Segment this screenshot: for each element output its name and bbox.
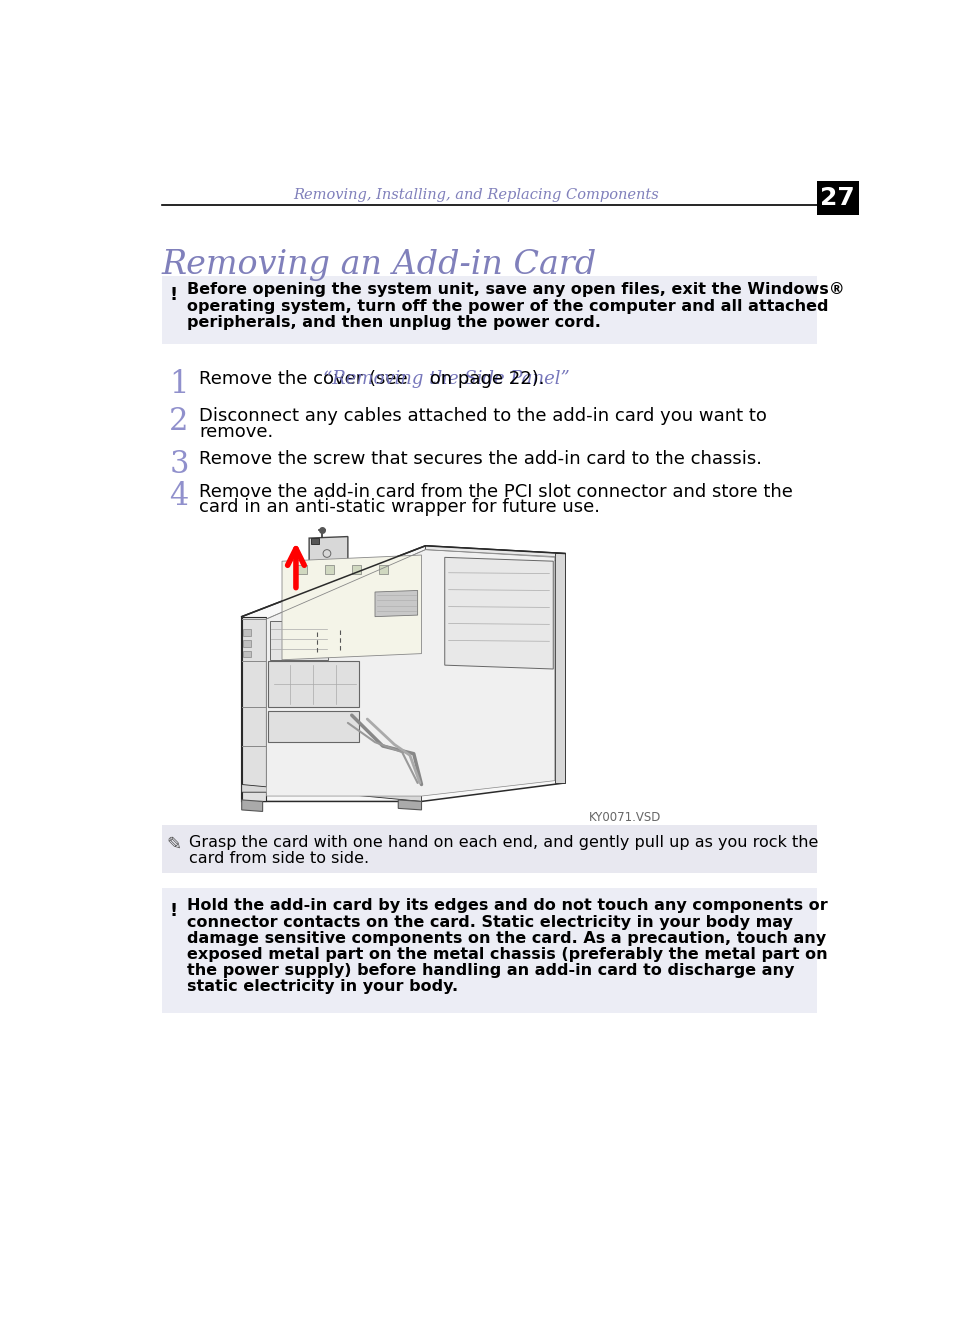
Text: ✎: ✎ <box>167 836 182 854</box>
Text: Disconnect any cables attached to the add-in card you want to: Disconnect any cables attached to the ad… <box>199 407 766 425</box>
Text: “Removing the Side Panel”: “Removing the Side Panel” <box>322 370 569 389</box>
Text: !: ! <box>170 902 177 919</box>
Text: 1: 1 <box>169 369 189 399</box>
Polygon shape <box>324 565 334 575</box>
Text: static electricity in your body.: static electricity in your body. <box>187 980 458 994</box>
Text: peripherals, and then unplug the power cord.: peripherals, and then unplug the power c… <box>187 315 600 330</box>
Text: exposed metal part on the metal chassis (preferably the metal part on: exposed metal part on the metal chassis … <box>187 947 827 962</box>
Text: Removing an Add-in Card: Removing an Add-in Card <box>162 249 597 281</box>
Text: damage sensitive components on the card. As a precaution, touch any: damage sensitive components on the card.… <box>187 931 825 946</box>
Polygon shape <box>444 557 553 669</box>
Text: 3: 3 <box>169 449 189 480</box>
FancyBboxPatch shape <box>816 181 858 214</box>
Polygon shape <box>378 565 388 575</box>
Text: connector contacts on the card. Static electricity in your body may: connector contacts on the card. Static e… <box>187 915 793 930</box>
Polygon shape <box>270 622 328 659</box>
Polygon shape <box>268 662 359 708</box>
Polygon shape <box>266 549 555 796</box>
Text: 2: 2 <box>169 406 189 437</box>
FancyBboxPatch shape <box>162 276 816 344</box>
Polygon shape <box>241 616 266 801</box>
Polygon shape <box>241 545 564 801</box>
FancyBboxPatch shape <box>162 824 816 874</box>
Polygon shape <box>555 553 564 783</box>
Text: Hold the add-in card by its edges and do not touch any components or: Hold the add-in card by its edges and do… <box>187 898 827 914</box>
Text: Before opening the system unit, save any open files, exit the Windows®: Before opening the system unit, save any… <box>187 283 844 297</box>
Text: KY0071.VSD: KY0071.VSD <box>589 812 661 824</box>
Text: 4: 4 <box>169 481 189 512</box>
Text: on page 22).: on page 22). <box>423 370 544 389</box>
Text: operating system, turn off the power of the computer and all attached: operating system, turn off the power of … <box>187 299 828 314</box>
Text: 27: 27 <box>820 186 854 210</box>
Text: Remove the screw that secures the add-in card to the chassis.: Remove the screw that secures the add-in… <box>199 450 761 468</box>
Polygon shape <box>311 539 319 544</box>
Polygon shape <box>309 624 348 636</box>
Text: remove.: remove. <box>199 422 274 441</box>
Polygon shape <box>297 565 307 575</box>
Polygon shape <box>243 639 251 647</box>
Polygon shape <box>241 784 421 801</box>
Text: Removing, Installing, and Replacing Components: Removing, Installing, and Replacing Comp… <box>293 188 658 202</box>
Polygon shape <box>282 555 421 659</box>
Polygon shape <box>352 565 360 575</box>
FancyBboxPatch shape <box>162 888 816 1013</box>
Text: !: ! <box>170 285 177 304</box>
Polygon shape <box>397 800 421 809</box>
Polygon shape <box>425 545 564 561</box>
Polygon shape <box>243 628 251 636</box>
Text: card in an anti-static wrapper for future use.: card in an anti-static wrapper for futur… <box>199 498 599 516</box>
Polygon shape <box>268 712 359 742</box>
Polygon shape <box>243 650 251 658</box>
Polygon shape <box>241 800 262 812</box>
Text: the power supply) before handling an add-in card to discharge any: the power supply) before handling an add… <box>187 963 794 978</box>
Text: card from side to side.: card from side to side. <box>189 851 369 867</box>
Text: Remove the cover (see: Remove the cover (see <box>199 370 413 389</box>
Text: Grasp the card with one hand on each end, and gently pull up as you rock the: Grasp the card with one hand on each end… <box>189 835 818 851</box>
Text: Remove the add-in card from the PCI slot connector and store the: Remove the add-in card from the PCI slot… <box>199 482 792 501</box>
Polygon shape <box>309 536 348 634</box>
Polygon shape <box>375 591 417 616</box>
